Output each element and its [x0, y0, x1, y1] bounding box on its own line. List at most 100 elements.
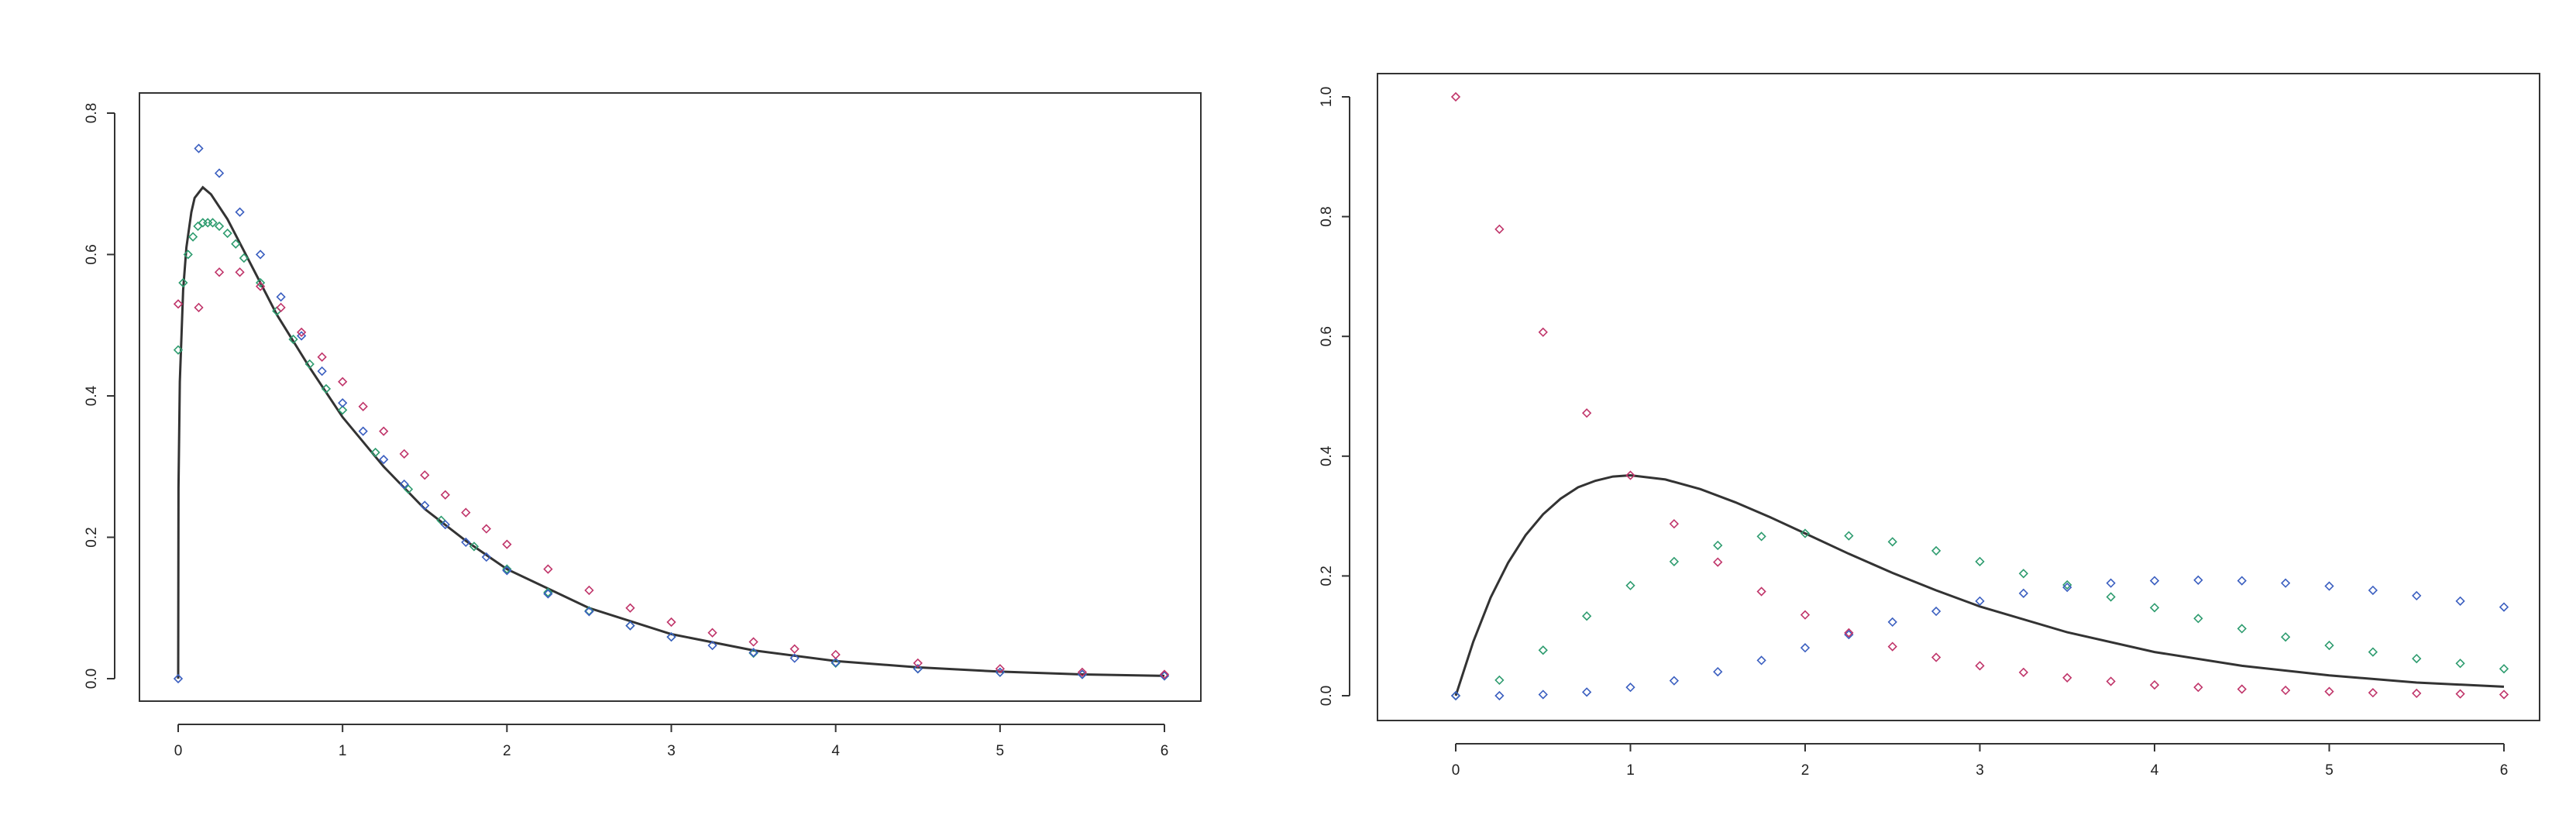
- left-series-1-point: [255, 277, 266, 288]
- right-y-tick-label: 0.0: [1319, 686, 1335, 706]
- left-series-3-point: [666, 617, 676, 628]
- right-series-1-point: [1844, 531, 1854, 541]
- right-series-1-point: [1538, 645, 1548, 655]
- right-series-2-point: [1669, 676, 1680, 686]
- left-series-3-point: [296, 327, 307, 338]
- right-series-1-point: [2455, 659, 2465, 669]
- right-series-3-point: [2455, 689, 2465, 699]
- right-series-2-point: [1625, 683, 1635, 693]
- right-y-tick-label: 0.6: [1319, 326, 1335, 346]
- right-series-2-point: [2280, 578, 2291, 588]
- left-series-3-point: [173, 299, 184, 309]
- left-series-2-point: [399, 479, 409, 490]
- right-y-tick-label: 0.2: [1319, 566, 1335, 586]
- left-series-2-point: [338, 397, 348, 408]
- right-series-1-point: [2499, 664, 2509, 674]
- right-series-2-point: [1538, 690, 1548, 700]
- left-series-1-point: [222, 228, 232, 239]
- right-series-1-point: [1494, 675, 1505, 686]
- right-x-tick-label: 3: [1976, 762, 1984, 779]
- left-series-1-point: [338, 405, 348, 415]
- right-series-1-point: [2106, 592, 2116, 602]
- right-series-3-point: [2324, 686, 2334, 696]
- left-series-3-point: [789, 644, 800, 654]
- right-series-3-point: [2280, 685, 2291, 696]
- right-series-2-point: [2149, 576, 2160, 586]
- left-series-1-point: [403, 484, 414, 494]
- left-x-tick-label: 1: [339, 743, 347, 759]
- left-series-3-point: [543, 564, 553, 574]
- left-density-chart: 0 1 2 3 4 5 6 0.0 0.2 0.4 0.6 0.8: [84, 92, 1202, 759]
- right-series-3-point: [1800, 610, 1811, 620]
- left-series-2-point: [831, 657, 841, 668]
- right-y-tick-label: 1.0: [1319, 87, 1335, 107]
- left-series-1-point: [208, 218, 218, 228]
- right-x-tick-label: 5: [2325, 762, 2334, 779]
- right-series-1-point: [2018, 569, 2029, 579]
- left-series-2-point: [584, 607, 594, 617]
- right-series-2-point: [1581, 687, 1592, 697]
- left-series-3-point: [748, 637, 758, 647]
- left-series-3-point: [913, 658, 923, 669]
- left-series-2-point: [748, 648, 758, 658]
- left-series-2-point: [481, 552, 491, 562]
- right-x-tick-label: 0: [1452, 762, 1460, 779]
- right-series-1-point: [1669, 556, 1680, 566]
- left-series-2-point: [255, 249, 266, 260]
- left-chart-panel: 0 1 2 3 4 5 6 0.0 0.2 0.4 0.6 0.8: [0, 0, 1240, 822]
- left-series-2-point: [358, 426, 368, 436]
- left-series-3-point: [214, 267, 225, 277]
- right-series-3-point: [1713, 557, 1723, 567]
- right-series-1-point: [1800, 528, 1811, 538]
- right-series-2-point: [1494, 690, 1505, 701]
- left-series-3-point: [420, 470, 430, 480]
- left-series-3-point: [338, 377, 348, 387]
- left-series-2-point: [913, 664, 923, 674]
- right-series-3-point: [2499, 690, 2509, 700]
- right-series-1-point: [1581, 611, 1592, 621]
- right-series-3-point: [1494, 224, 1505, 234]
- left-x-tick-label: 2: [503, 743, 511, 759]
- right-series-1-point: [2193, 614, 2203, 624]
- right-series-1-point: [2412, 653, 2422, 664]
- left-x-tick-label: 4: [831, 743, 840, 759]
- right-series-1-point: [2324, 640, 2334, 651]
- left-y-tick-label: 0.0: [84, 669, 100, 689]
- right-series-1-point: [1887, 537, 1897, 547]
- left-y-tick-label: 0.8: [84, 103, 100, 123]
- left-series-2-point: [317, 366, 327, 377]
- right-series-2-point: [1931, 606, 1941, 617]
- left-series-2-point: [543, 589, 553, 599]
- left-x-tick-label: 3: [667, 743, 676, 759]
- right-series-2-point: [2324, 581, 2334, 591]
- right-series-2-point: [2018, 588, 2029, 598]
- right-series-3-point: [2106, 676, 2116, 686]
- left-series-2-point: [707, 640, 717, 651]
- right-series-2-point: [1887, 617, 1897, 628]
- left-series-3-point: [625, 603, 635, 613]
- left-series-3-point: [276, 302, 286, 313]
- left-series-2-point: [666, 632, 676, 642]
- left-x-tick-label: 0: [174, 743, 183, 759]
- left-series-2-point: [194, 143, 204, 153]
- left-series-2-point: [461, 537, 471, 548]
- left-series-1-point: [214, 221, 225, 232]
- left-series-1-point: [370, 447, 380, 458]
- right-density-curve: [1454, 473, 2505, 696]
- left-series-3-point: [440, 490, 450, 500]
- right-series-2-point: [1713, 666, 1723, 677]
- right-series-2-point: [2368, 585, 2378, 596]
- left-series-3-point: [235, 267, 245, 277]
- left-series-3-point: [358, 401, 368, 411]
- left-plot-frame: [139, 92, 1202, 702]
- right-series-2-point: [2237, 576, 2247, 586]
- right-chart-panel: 0 1 2 3 4 5 6 0.0 0.2 0.4 0.6 0.8 1.0: [1288, 0, 2576, 822]
- left-series-3-point: [317, 352, 327, 362]
- right-series-3-point: [2237, 684, 2247, 694]
- left-series-2-point: [440, 519, 450, 530]
- right-series-3-point: [1975, 661, 1985, 671]
- right-series-1-point: [1756, 531, 1766, 542]
- right-series-2-point: [1800, 643, 1811, 653]
- right-series-2-point: [2106, 578, 2116, 588]
- left-series-2-point: [214, 168, 225, 178]
